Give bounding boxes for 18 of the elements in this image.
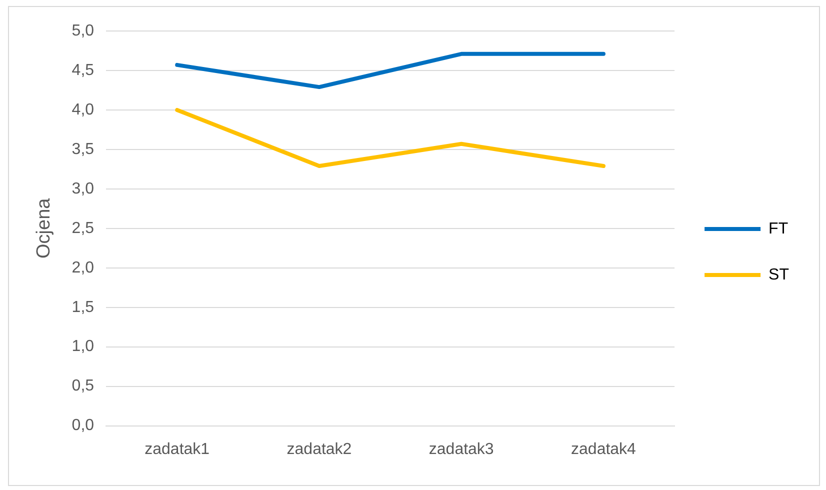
x-tick-label: zadatak2: [286, 440, 352, 458]
y-tick-label: 1,0: [72, 338, 94, 356]
legend-label: FT: [768, 220, 788, 238]
y-axis-title: Ocjena: [34, 198, 55, 258]
y-tick-label: 0,5: [72, 378, 94, 395]
legend-label: ST: [768, 266, 790, 284]
y-tick-label: 1,5: [72, 298, 94, 316]
x-tick-label: zadatak4: [571, 440, 636, 458]
y-tick-label: 0,0: [72, 417, 94, 434]
y-tick-label: 3,0: [72, 180, 94, 198]
y-tick-label: 5,0: [72, 22, 94, 40]
y-tick-label: 2,5: [72, 220, 94, 237]
x-tick-label: zadatak3: [428, 440, 494, 458]
y-tick-label: 3,5: [72, 140, 94, 158]
y-tick-label: 4,0: [72, 101, 94, 118]
y-tick-label: 4,5: [72, 62, 94, 79]
y-tick-label: 2,0: [72, 259, 94, 276]
x-tick-label: zadatak1: [144, 440, 210, 458]
